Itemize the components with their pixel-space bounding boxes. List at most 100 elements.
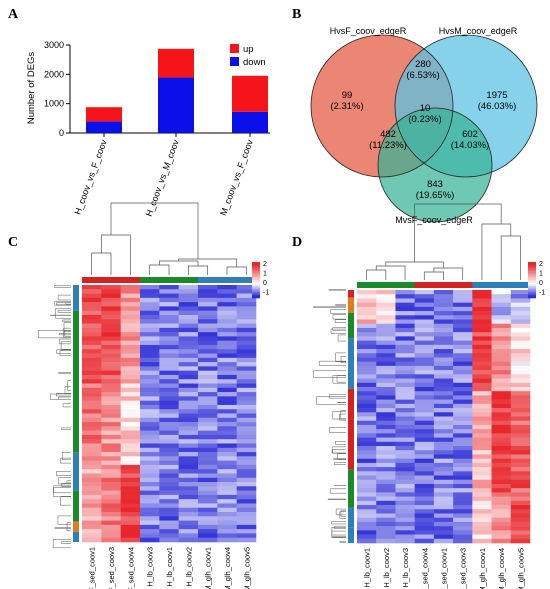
panel-c-heatmap: F_sed_coov1 F_sed_coov3 F_sed_coov4 H_lb_co… <box>38 202 269 589</box>
c-cell <box>101 293 121 299</box>
c-cell <box>82 362 102 367</box>
d-cell <box>414 357 435 362</box>
c-cell <box>236 520 257 526</box>
d-cell <box>510 370 531 375</box>
c-cell <box>140 524 160 530</box>
c-cell <box>120 306 141 311</box>
c-cell <box>159 520 179 526</box>
c-cell <box>236 460 257 466</box>
c-cell <box>198 413 218 419</box>
c-cell <box>101 452 121 457</box>
d-cell <box>395 327 415 333</box>
d-cell <box>472 513 492 518</box>
c-cell <box>217 439 237 444</box>
c-cell <box>101 387 121 393</box>
d-cell <box>453 462 473 468</box>
d-cell <box>395 403 415 409</box>
d-cell <box>414 399 435 405</box>
c-cell <box>198 494 218 500</box>
d-scale-step <box>528 271 536 273</box>
c-cell <box>198 460 218 466</box>
c-row-dendrogram-branch <box>49 393 71 400</box>
d-cell <box>472 479 492 485</box>
c-group-cell <box>82 277 102 283</box>
d-cell <box>433 370 454 375</box>
c-cell <box>82 340 102 346</box>
c-cell <box>236 413 257 419</box>
c-cell <box>198 349 218 354</box>
d-cell <box>357 290 377 295</box>
d-cell <box>357 332 377 337</box>
d-cell <box>491 382 512 388</box>
d-scale-step <box>528 296 536 299</box>
d-cell <box>491 344 512 350</box>
d-cell <box>491 530 512 535</box>
c-cell <box>120 362 141 367</box>
d-scale-step <box>528 292 536 294</box>
c-row-dendrogram-branch <box>56 302 71 306</box>
d-cell <box>433 446 454 451</box>
c-cell <box>198 392 218 397</box>
d-cell <box>414 420 435 426</box>
d-cell <box>453 290 473 295</box>
c-scale-step <box>252 293 260 296</box>
d-cell <box>376 349 396 354</box>
c-cell <box>159 293 179 299</box>
c-cell <box>236 507 257 513</box>
d-cell <box>491 412 512 417</box>
c-cell <box>140 353 160 359</box>
d-cell <box>510 446 531 451</box>
d-cell <box>472 446 492 451</box>
d-cell <box>510 298 531 303</box>
d-cell <box>453 378 473 384</box>
c-cell <box>178 524 199 530</box>
d-cell <box>376 412 396 417</box>
c-cell <box>178 520 199 526</box>
d-scale-tick: 2 <box>539 261 543 268</box>
c-cell <box>120 529 141 534</box>
c-cell <box>217 409 237 414</box>
c-cell <box>178 417 199 423</box>
d-cell <box>472 521 492 527</box>
d-cell <box>491 471 512 476</box>
c-cell <box>217 396 237 401</box>
d-cell <box>357 450 377 455</box>
d-row-dendrogram-branch <box>331 530 346 538</box>
c-cell <box>217 434 237 440</box>
c-cell <box>120 460 141 466</box>
d-cell <box>433 332 454 337</box>
c-cell <box>82 392 102 397</box>
c-cell <box>198 469 218 474</box>
c-cell <box>217 374 237 380</box>
c-cell <box>82 323 102 329</box>
d-cell <box>376 403 396 409</box>
c-group-cell <box>101 277 121 283</box>
venn-region-percent: (46.03%) <box>478 101 517 112</box>
c-row-cluster-segment <box>73 285 79 311</box>
d-row-dendrogram-branch <box>332 314 346 320</box>
d-cell <box>433 382 454 388</box>
c-cell <box>236 529 257 534</box>
c-cell <box>159 370 179 376</box>
c-cell <box>82 374 102 380</box>
d-row-dendrogram-branch <box>340 510 346 517</box>
c-cell <box>198 507 218 513</box>
d-cell <box>472 386 492 392</box>
d-cell <box>472 530 492 535</box>
c-cell <box>101 306 121 311</box>
c-cell <box>120 503 141 509</box>
c-cell <box>178 362 199 367</box>
c-cell <box>198 456 218 461</box>
c-cell <box>82 529 102 534</box>
c-cell <box>236 439 257 444</box>
d-cell <box>472 496 492 502</box>
c-cell <box>120 537 141 543</box>
d-cell <box>376 290 396 295</box>
d-cell <box>472 538 492 544</box>
d-cell <box>357 391 377 396</box>
c-scale-step <box>252 268 260 270</box>
d-cell <box>510 365 531 371</box>
c-cell <box>120 524 141 530</box>
c-cell <box>178 387 199 393</box>
c-cell <box>159 516 179 521</box>
